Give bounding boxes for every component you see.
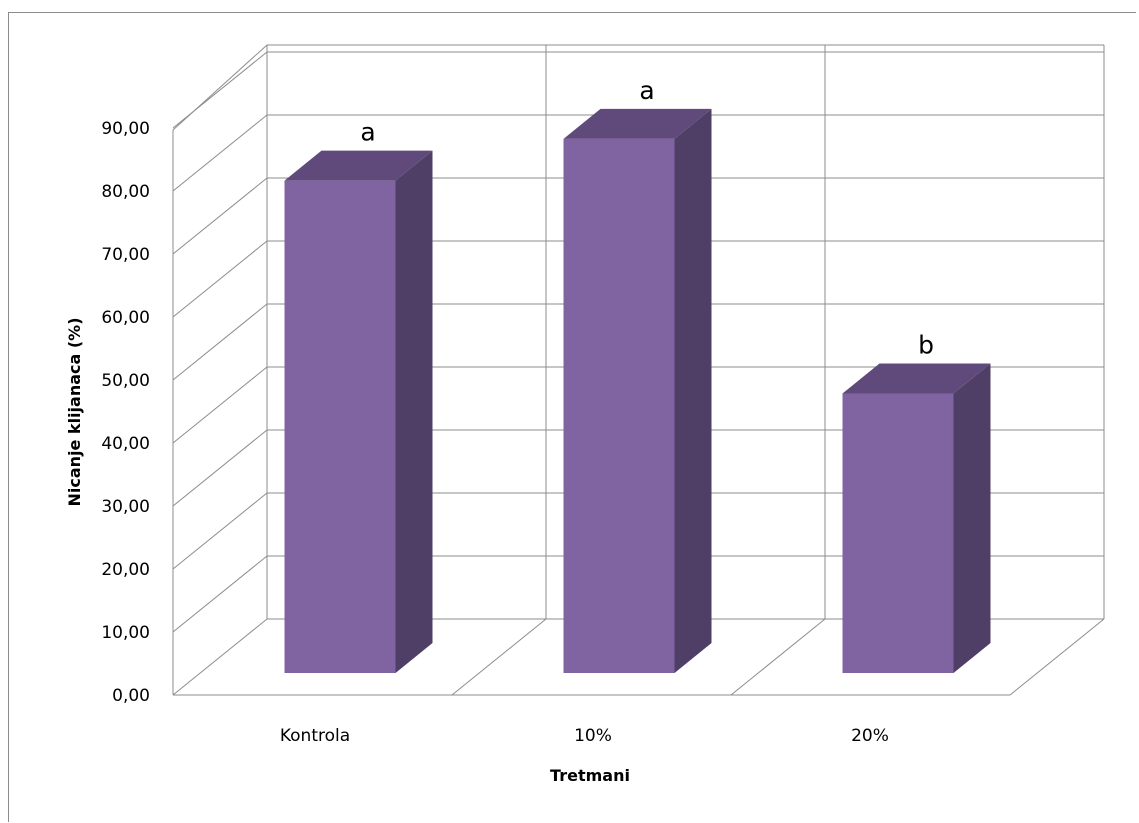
y-axis-title: Nicanje klijanaca (%) [65, 317, 84, 506]
side-wall-gridline [172, 618, 268, 696]
floor-category-divider [451, 618, 547, 696]
y-tick-label: 50,00 [101, 371, 150, 391]
side-wall-gridline [172, 51, 268, 129]
y-tick-label: 30,00 [101, 497, 150, 517]
side-wall-top-edge [172, 44, 268, 131]
bar-top-face [284, 150, 433, 181]
bar-front-face [842, 393, 954, 673]
side-wall-gridline [172, 429, 268, 507]
chart-frame [8, 12, 1136, 822]
bar-top-face [842, 363, 991, 394]
side-wall-gridline [172, 303, 268, 381]
data-label: a [639, 76, 654, 105]
x-tick-label: Kontrola [280, 726, 350, 746]
floor-right-edge [1009, 618, 1105, 696]
side-wall-gridline [172, 366, 268, 444]
y-tick-label: 10,00 [101, 623, 150, 643]
bar-top-face [563, 108, 712, 139]
bar-side-face [674, 108, 712, 673]
data-label: a [360, 118, 375, 147]
y-tick-label: 0,00 [112, 686, 150, 706]
side-wall-gridline [172, 177, 268, 255]
side-wall-gridline [172, 555, 268, 633]
x-tick-label: 20% [851, 726, 889, 746]
y-tick-label: 90,00 [101, 119, 150, 139]
bar-side-face [395, 150, 433, 673]
floor-category-divider [730, 618, 826, 696]
y-tick-label: 60,00 [101, 308, 150, 328]
y-tick-label: 40,00 [101, 434, 150, 454]
y-tick-label: 80,00 [101, 182, 150, 202]
y-tick-label: 20,00 [101, 560, 150, 580]
data-label: b [918, 331, 934, 360]
x-tick-labels: Kontrola 10% 20% [280, 726, 889, 746]
x-axis-title: Tretmani [550, 766, 630, 785]
x-tick-label: 10% [574, 726, 612, 746]
bar-front-face [563, 138, 675, 673]
y-tick-labels: 0,00 10,00 20,00 30,00 40,00 50,00 60,00 70,00 8… [101, 119, 150, 706]
bar-front-face [284, 180, 396, 673]
side-wall-gridline [172, 114, 268, 192]
side-wall-gridline [172, 240, 268, 318]
bar-side-face [953, 363, 991, 673]
bars: a a b [284, 76, 991, 673]
side-wall-gridline [172, 492, 268, 570]
y-tick-label: 70,00 [101, 245, 150, 265]
